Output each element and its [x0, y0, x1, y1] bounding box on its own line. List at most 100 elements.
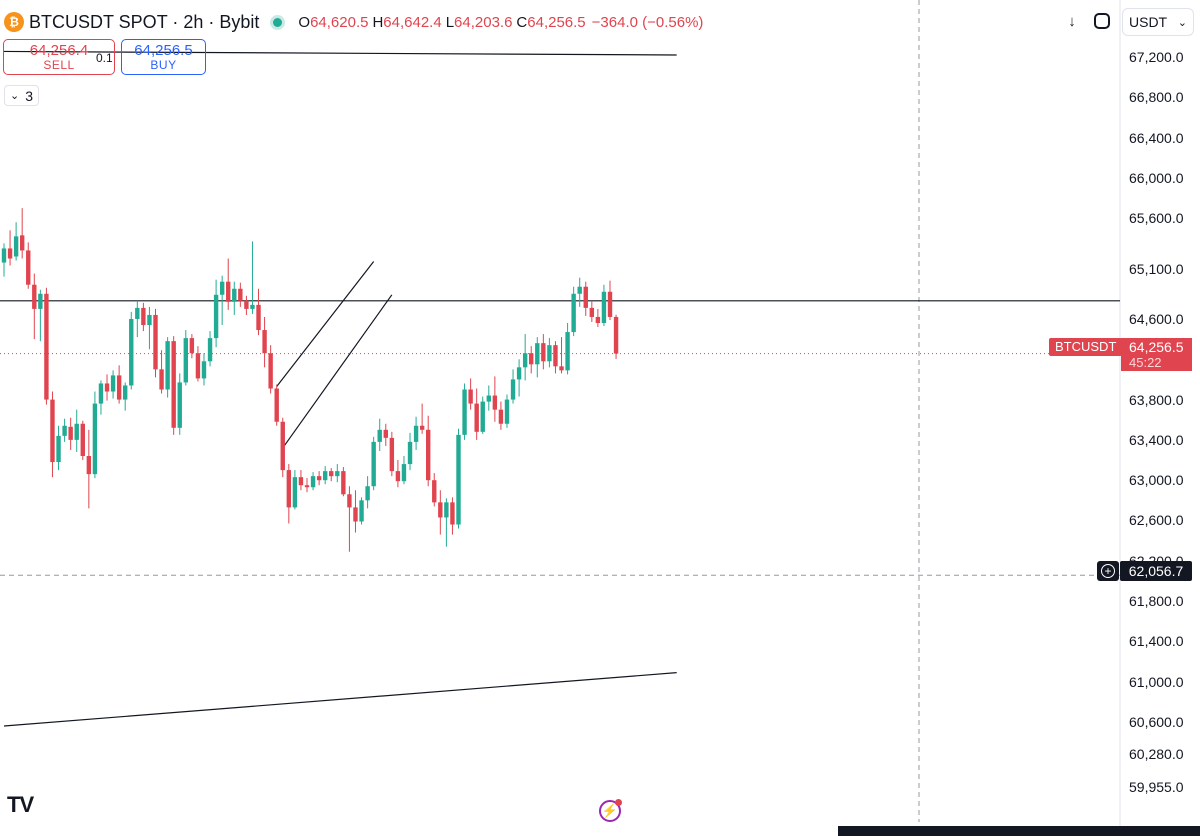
candle-body — [389, 437, 395, 472]
candle-body — [195, 353, 201, 379]
change-value: −364.0 (−0.56%) — [591, 13, 704, 31]
candle-body — [135, 307, 140, 319]
bar-countdown: 45:22 — [1129, 355, 1162, 370]
candle-body — [329, 471, 334, 477]
candle-body — [62, 425, 67, 436]
candle-body — [165, 341, 170, 390]
candle-body — [201, 361, 207, 379]
currency-value: USDT — [1129, 14, 1168, 30]
candle-body — [56, 435, 61, 463]
candle-body — [26, 250, 31, 285]
candle-body — [238, 288, 243, 301]
candle-body — [129, 318, 134, 386]
sync-icon[interactable] — [1089, 8, 1115, 34]
candle-body — [44, 293, 49, 400]
candle-body — [171, 341, 176, 428]
candle-body — [432, 480, 437, 503]
add-alert-button[interactable]: + — [1097, 561, 1119, 581]
candle-body — [141, 307, 146, 326]
price-tick-label: 59,955.0 — [1129, 778, 1184, 795]
candle-body — [292, 477, 298, 508]
last-price: 64,256.5 — [1129, 339, 1184, 355]
last-price-tag: 64,256.5 45:22 — [1121, 338, 1192, 371]
sell-label: SELL — [43, 57, 75, 72]
currency-select[interactable]: USDT ⌄ — [1122, 8, 1194, 36]
candle-body — [589, 307, 595, 317]
indicators-toggle[interactable]: ⌄ 3 — [4, 85, 39, 106]
open-label: O — [298, 13, 311, 31]
candle-body — [13, 236, 19, 257]
low-value: 64,203.6 — [454, 13, 513, 31]
down-arrow-icon[interactable]: ↓ — [1068, 12, 1076, 30]
tradingview-logo[interactable]: TV — [7, 792, 34, 817]
plus-icon: + — [1101, 564, 1115, 578]
sell-price: 64,256.4 — [29, 41, 89, 59]
candle-body — [80, 423, 85, 456]
candle-body — [395, 471, 401, 482]
candle-body — [286, 470, 292, 508]
candle-body — [492, 395, 498, 410]
order-quantity[interactable]: 0.1 — [96, 51, 113, 65]
candle-body — [559, 366, 564, 371]
sell-button[interactable]: 64,256.4 SELL — [3, 39, 115, 75]
candle-body — [413, 425, 419, 442]
trendline-3 — [282, 294, 393, 449]
price-tick-label: 60,280.0 — [1129, 746, 1184, 763]
candle-body — [438, 502, 443, 518]
candle-body — [19, 235, 25, 251]
candle-body — [213, 294, 219, 339]
candle-body — [1, 248, 7, 263]
price-tick-label: 66,800.0 — [1129, 89, 1184, 106]
candle-body — [38, 293, 43, 309]
candle-body — [153, 314, 158, 370]
candle-body — [232, 288, 237, 302]
candle-body — [535, 343, 540, 365]
candle-body — [353, 507, 358, 522]
candle-body — [68, 426, 73, 440]
candle-body — [462, 389, 467, 435]
symbol-title[interactable]: BTCUSDT SPOT · 2h · Bybit — [29, 11, 260, 32]
candle-body — [92, 403, 98, 475]
candle-body — [553, 345, 558, 367]
candle-body — [189, 338, 195, 354]
price-tick-label: 62,600.0 — [1129, 512, 1184, 529]
candle-body — [274, 388, 279, 422]
candle-body — [401, 464, 407, 482]
candle-body — [280, 421, 285, 471]
candle-body — [377, 429, 382, 442]
candle-body — [583, 286, 588, 308]
candle-body — [322, 471, 328, 481]
candle-body — [316, 476, 322, 481]
buy-label: BUY — [150, 57, 177, 72]
buy-button[interactable]: 64,256.5 BUY — [121, 39, 206, 75]
price-tick-label: 63,400.0 — [1129, 431, 1184, 448]
candle-body — [32, 284, 37, 309]
open-value: 64,620.5 — [310, 13, 369, 31]
buy-price: 64,256.5 — [134, 41, 193, 59]
candle-body — [98, 383, 104, 404]
price-tick-label: 66,000.0 — [1129, 169, 1184, 186]
candle-body — [486, 395, 491, 402]
candle-body — [159, 369, 164, 390]
price-tick-label: 67,200.0 — [1129, 49, 1184, 65]
candle-body — [510, 379, 516, 400]
candle-body — [7, 248, 13, 259]
candle-body — [577, 286, 582, 294]
low-label: L — [445, 13, 455, 31]
candle-body — [116, 375, 122, 400]
lightning-icon[interactable]: ⚡ — [599, 799, 622, 822]
candle-body — [304, 485, 310, 488]
price-tick-label: 63,000.0 — [1129, 472, 1184, 489]
candle-body — [256, 304, 261, 331]
candle-body — [341, 471, 346, 495]
trendline-1 — [3, 672, 677, 727]
candle-body — [456, 434, 461, 525]
candle-body — [268, 353, 273, 389]
candle-body — [516, 367, 522, 380]
ohlc-values: O 64,620.5 H 64,642.4 L 64,203.6 C 64,256.5 … — [294, 14, 703, 31]
candle-body — [468, 389, 473, 404]
candle-body — [262, 330, 267, 354]
